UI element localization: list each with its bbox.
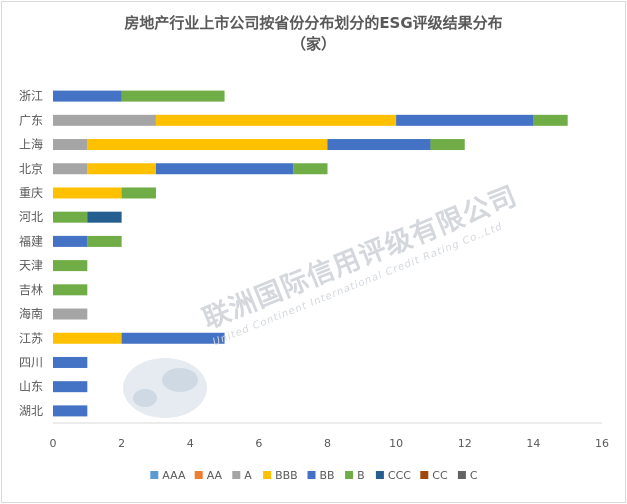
category-label: 海南 — [19, 306, 43, 321]
category-label: 北京 — [19, 162, 43, 176]
watermark-globe-land — [133, 389, 157, 407]
bar-segment-bb — [53, 405, 88, 417]
legend-swatch-a — [232, 471, 241, 479]
legend-swatch-aa — [194, 471, 203, 479]
bar-segment-bbb — [53, 332, 122, 344]
category-label: 四川 — [19, 355, 43, 369]
chart-title-line2: （家） — [290, 35, 336, 53]
category-label: 广东 — [19, 113, 43, 127]
bar-segment-bb — [121, 332, 225, 344]
category-label: 天津 — [19, 259, 43, 273]
legend-label-ccc: CCC — [388, 469, 411, 482]
bar-segment-bb — [53, 235, 88, 247]
bar-segment-bb — [327, 139, 431, 151]
bar-segment-ccc — [87, 211, 122, 223]
bar-segment-b — [533, 114, 568, 126]
legend-label-bb: BB — [320, 469, 335, 482]
legend-swatch-c — [457, 471, 466, 479]
x-tick-label: 12 — [458, 437, 472, 450]
legend-label-a: A — [244, 469, 252, 482]
legend-swatch-ccc — [375, 471, 384, 479]
bar-segment-b — [87, 235, 122, 247]
bar-segment-b — [293, 163, 328, 175]
watermark-globe-land — [162, 368, 198, 392]
bar-segment-a — [53, 308, 88, 320]
legend-label-bbb: BBB — [275, 469, 298, 482]
x-tick-label: 8 — [324, 437, 331, 450]
category-label: 湖北 — [19, 403, 43, 418]
legend-swatch-b — [345, 471, 354, 479]
category-label: 上海 — [19, 137, 43, 152]
bar-segment-bb — [155, 163, 294, 175]
category-label: 河北 — [19, 210, 43, 224]
bar-segment-bb — [396, 114, 534, 126]
legend-swatch-bbb — [263, 471, 272, 479]
x-tick-label: 0 — [50, 437, 57, 450]
legend-label-c: C — [470, 469, 478, 482]
bar-segment-a — [53, 139, 88, 151]
x-tick-label: 10 — [389, 437, 403, 450]
bar-segment-bbb — [87, 163, 156, 175]
legend-swatch-cc — [420, 471, 429, 479]
watermark-globe — [123, 358, 207, 418]
bar-segment-b — [53, 211, 88, 223]
chart-title-line1: 房地产行业上市公司按省份分布划分的ESG评级结果分布 — [124, 14, 503, 32]
bar-segment-b — [121, 187, 156, 199]
bar-segment-bbb — [53, 187, 122, 199]
bar-segment-bb — [53, 381, 88, 393]
bar-segment-a — [53, 114, 156, 126]
legend-label-b: B — [357, 469, 365, 482]
bar-segment-bb — [53, 90, 122, 102]
bar-segment-b — [121, 90, 225, 102]
legend-label-aaa: AAA — [162, 469, 186, 482]
x-tick-label: 4 — [187, 437, 194, 450]
category-label: 重庆 — [19, 186, 43, 200]
category-label: 山东 — [19, 380, 43, 394]
legend-swatch-bb — [307, 471, 316, 479]
category-label: 江苏 — [19, 331, 43, 345]
bar-segment-b — [53, 284, 88, 296]
category-label: 吉林 — [19, 283, 43, 297]
x-tick-label: 2 — [118, 437, 125, 450]
x-tick-label: 14 — [526, 437, 540, 450]
category-label: 浙江 — [19, 89, 43, 103]
x-tick-label: 6 — [255, 437, 262, 450]
bar-segment-bbb — [87, 139, 328, 151]
category-label: 福建 — [19, 233, 43, 248]
legend-label-cc: CC — [432, 469, 448, 482]
bar-segment-b — [430, 139, 465, 151]
bar-segment-b — [53, 260, 88, 272]
chart-title: 房地产行业上市公司按省份分布划分的ESG评级结果分布 （家） — [2, 13, 625, 55]
legend-label-aa: AA — [207, 469, 223, 482]
x-tick-label: 16 — [595, 437, 609, 450]
bar-segment-bbb — [155, 114, 397, 126]
bar-segment-bb — [53, 356, 88, 368]
legend-swatch-aaa — [150, 471, 159, 479]
bar-segment-a — [53, 163, 88, 175]
